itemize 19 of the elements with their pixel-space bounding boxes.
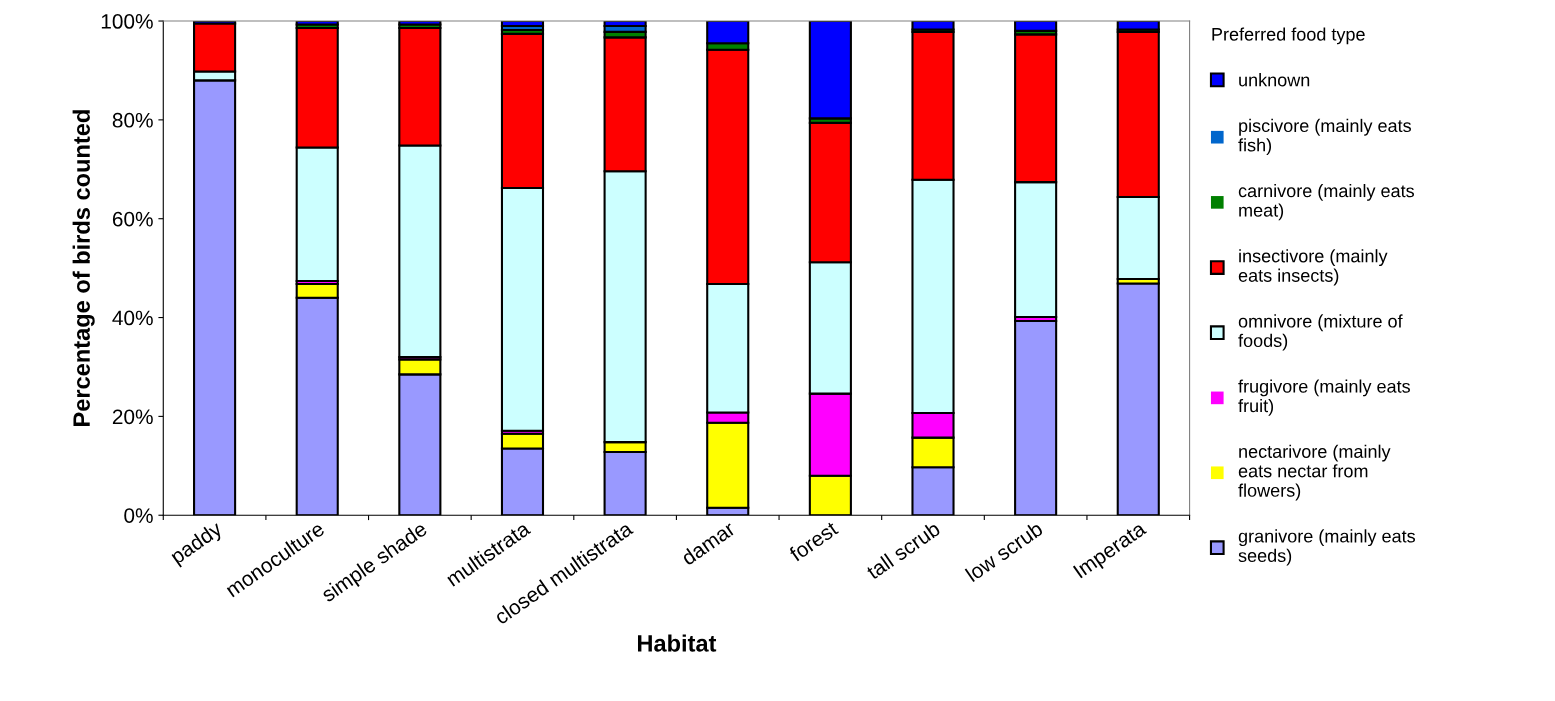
- y-tick-label: 20%: [112, 409, 153, 425]
- legend-label: unknown: [1239, 73, 1310, 87]
- legend-label: insectivore (mainly eats insects): [1238, 249, 1388, 286]
- y-tick-label: 60%: [112, 211, 153, 227]
- x-axis-title: Habitat: [638, 634, 717, 652]
- legend-label: granivore (mainly eats seeds): [1238, 529, 1416, 566]
- legend-label: omnivore (mixture of foods): [1238, 314, 1403, 351]
- y-tick-label: 40%: [112, 310, 153, 326]
- legend-title: Preferred food type: [1212, 27, 1365, 45]
- x-tick-label: tall scrub: [864, 520, 942, 581]
- legend-label: piscivore (mainly eats fish): [1238, 118, 1411, 156]
- y-axis-title: Percentage of birds counted: [72, 110, 95, 426]
- legend-label: frugivore (mainly eats fruit): [1238, 379, 1410, 416]
- legend-label: carnivore (mainly eats meat): [1238, 184, 1414, 221]
- y-tick-label: 80%: [112, 112, 153, 128]
- legend-label: nectarivore (mainly eats nectar from flowers): [1238, 444, 1391, 501]
- x-tick-label: low scrub: [964, 520, 1044, 583]
- y-tick-label: 0%: [124, 508, 153, 523]
- y-tick-label: 100%: [101, 14, 153, 29]
